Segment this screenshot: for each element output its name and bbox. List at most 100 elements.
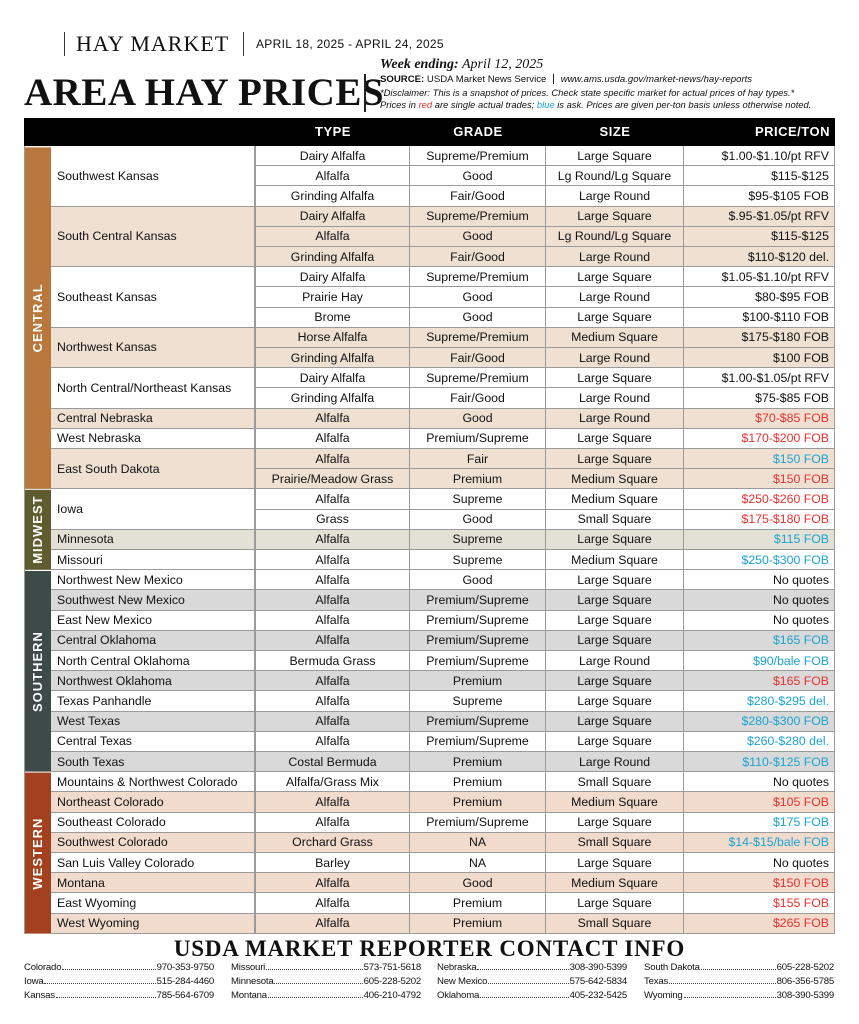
column-header: SIZE bbox=[599, 124, 631, 139]
size: Large Square bbox=[546, 590, 684, 611]
size: Large Square bbox=[546, 671, 684, 692]
hay-type: Grinding Alfalfa bbox=[255, 388, 410, 409]
hay-type: Grinding Alfalfa bbox=[255, 348, 410, 369]
column-header: TYPE bbox=[315, 124, 351, 139]
footer-title: USDA MARKET REPORTER CONTACT INFO bbox=[173, 936, 686, 961]
grade: Supreme/Premium bbox=[410, 368, 546, 389]
region-label: MIDWEST bbox=[24, 489, 51, 571]
grade: Premium/Supreme bbox=[410, 428, 546, 449]
location: Iowa bbox=[51, 489, 255, 530]
size: Large Round bbox=[546, 186, 684, 207]
price: $105 FOB bbox=[684, 792, 835, 813]
location: East South Dakota bbox=[51, 449, 255, 490]
hay-type: Alfalfa bbox=[255, 671, 410, 692]
contact-phone: 406-210-4792 bbox=[363, 990, 422, 1001]
price: $95-$105 FOB bbox=[684, 186, 835, 207]
grade: Good bbox=[410, 166, 546, 187]
leader bbox=[55, 990, 156, 998]
size: Medium Square bbox=[546, 327, 684, 348]
note-text: is ask. Prices are given per-ton basis u… bbox=[554, 99, 812, 110]
grade: Premium/Supreme bbox=[410, 590, 546, 611]
location: Montana bbox=[51, 873, 255, 894]
contact-state: Montana bbox=[231, 990, 267, 1001]
size: Medium Square bbox=[546, 550, 684, 571]
leader bbox=[488, 976, 569, 984]
column-header: PRICE/TON bbox=[754, 124, 830, 139]
hay-type: Alfalfa bbox=[255, 711, 410, 732]
leader bbox=[266, 962, 363, 970]
price: $165 FOB bbox=[684, 671, 835, 692]
price: $150 FOB bbox=[684, 449, 835, 470]
contact: Nebraska 308-390-5399 bbox=[437, 962, 627, 973]
price: $170-$200 FOB bbox=[684, 428, 835, 449]
leader bbox=[669, 976, 776, 984]
hay-type: Alfalfa bbox=[255, 166, 410, 187]
price: $110-$125 FOB bbox=[684, 752, 835, 773]
grade: Good bbox=[410, 873, 546, 894]
price: No quotes bbox=[684, 772, 835, 793]
hay-type: Alfalfa bbox=[255, 408, 410, 429]
hay-type: Alfalfa bbox=[255, 893, 410, 914]
region-label: SOUTHERN bbox=[24, 570, 51, 773]
size: Small Square bbox=[546, 509, 684, 530]
grade: Premium/Supreme bbox=[410, 731, 546, 752]
size: Large Square bbox=[546, 428, 684, 449]
grade: Fair bbox=[410, 449, 546, 470]
contact-phone: 605-228-5202 bbox=[363, 976, 422, 987]
leader bbox=[683, 990, 776, 998]
contact: Wyoming 308-390-5399 bbox=[644, 990, 834, 1001]
price: $155 FOB bbox=[684, 893, 835, 914]
size: Large Square bbox=[546, 570, 684, 591]
price: No quotes bbox=[684, 853, 835, 874]
source-name: USDA Market News Service bbox=[426, 74, 547, 85]
grade: Good bbox=[410, 307, 546, 328]
hay-type: Alfalfa bbox=[255, 610, 410, 631]
size: Large Square bbox=[546, 307, 684, 328]
price: $14-$15/bale FOB bbox=[684, 832, 835, 853]
grade: Premium bbox=[410, 772, 546, 793]
hay-type: Orchard Grass bbox=[255, 832, 410, 853]
grade: Premium bbox=[410, 893, 546, 914]
location: North Central/Northeast Kansas bbox=[51, 368, 255, 409]
price: $250-$300 FOB bbox=[684, 550, 835, 571]
hay-type: Alfalfa bbox=[255, 550, 410, 571]
grade: Supreme/Premium bbox=[410, 267, 546, 288]
note-text: are single actual trades; bbox=[432, 99, 537, 110]
divider bbox=[553, 74, 555, 85]
hay-type: Alfalfa bbox=[255, 873, 410, 894]
size: Large Round bbox=[546, 247, 684, 268]
disclaimer: *Disclaimer: This is a snapshot of price… bbox=[380, 87, 795, 98]
price: $260-$280 del. bbox=[684, 731, 835, 752]
location: Texas Panhandle bbox=[51, 691, 255, 712]
price: $115-$125 bbox=[684, 166, 835, 187]
hay-type: Dairy Alfalfa bbox=[255, 368, 410, 389]
size: Large Round bbox=[546, 752, 684, 773]
hay-type: Alfalfa bbox=[255, 812, 410, 833]
hay-type: Alfalfa bbox=[255, 529, 410, 550]
size: Large Square bbox=[546, 146, 684, 167]
price: No quotes bbox=[684, 590, 835, 611]
contact-phone: 405-232-5425 bbox=[569, 990, 628, 1001]
size: Large Round bbox=[546, 348, 684, 369]
contact: Minnesota 605-228-5202 bbox=[231, 976, 421, 987]
size: Lg Round/Lg Square bbox=[546, 166, 684, 187]
contact-state: Oklahoma bbox=[437, 990, 480, 1001]
contact-state: South Dakota bbox=[644, 962, 700, 973]
price: $80-$95 FOB bbox=[684, 287, 835, 308]
location: North Central Oklahoma bbox=[51, 651, 255, 672]
contact-phone: 970-353-9750 bbox=[156, 962, 215, 973]
contact: Colorado 970-353-9750 bbox=[24, 962, 214, 973]
grade: Good bbox=[410, 570, 546, 591]
leader bbox=[477, 962, 569, 970]
location: Southeast Colorado bbox=[51, 812, 255, 833]
size: Medium Square bbox=[546, 489, 684, 510]
price: $100 FOB bbox=[684, 348, 835, 369]
size: Small Square bbox=[546, 913, 684, 934]
size: Lg Round/Lg Square bbox=[546, 226, 684, 247]
title: AREA HAY PRICES bbox=[24, 71, 385, 114]
contact-state: Colorado bbox=[24, 962, 62, 973]
note: Prices in red are single actual trades; … bbox=[380, 99, 811, 110]
size: Small Square bbox=[546, 832, 684, 853]
week-ending: Week ending: April 12, 2025 bbox=[380, 57, 543, 73]
size: Small Square bbox=[546, 772, 684, 793]
